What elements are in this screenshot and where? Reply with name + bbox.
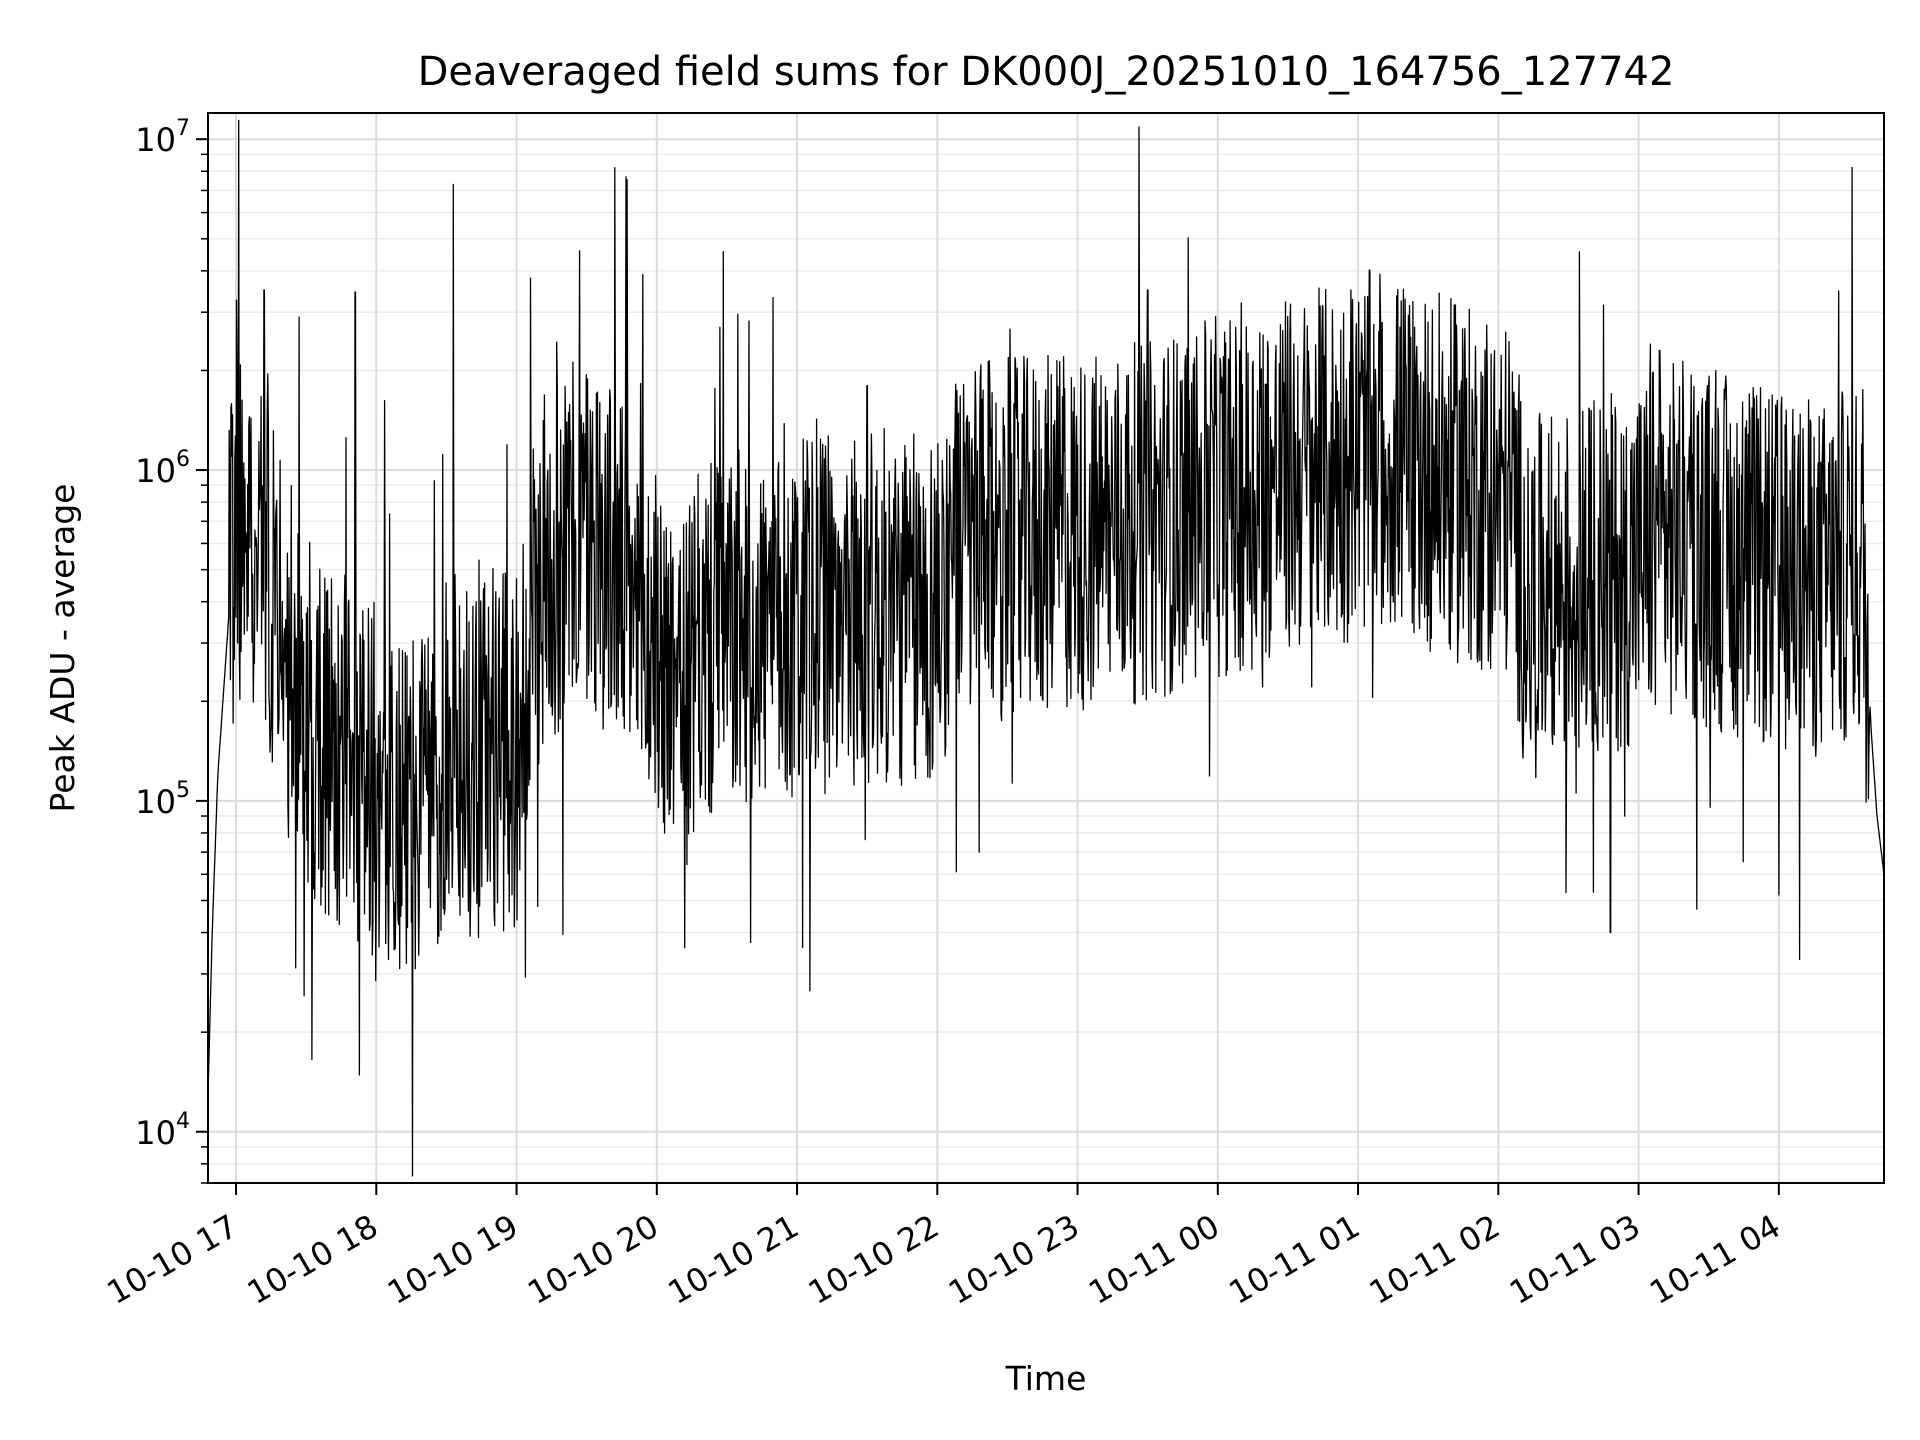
x-tick-label: 10-11 00 — [1082, 1207, 1226, 1312]
x-tick-label: 10-11 02 — [1363, 1207, 1507, 1312]
y-axis-label: Peak ADU - average — [43, 484, 82, 813]
x-tick-label: 10-10 18 — [241, 1207, 385, 1312]
x-tick-label: 10-10 20 — [521, 1207, 665, 1312]
x-tick-label: 10-11 01 — [1222, 1207, 1366, 1312]
series-line — [207, 119, 1885, 1177]
y-tick-label: 106 — [135, 447, 190, 490]
x-tick-label: 10-11 03 — [1503, 1207, 1647, 1312]
y-tick-label: 107 — [135, 116, 190, 159]
y-tick-label: 104 — [135, 1109, 190, 1152]
series-layer — [207, 119, 1885, 1177]
x-tick-label: 10-11 04 — [1643, 1207, 1787, 1312]
x-tick-label: 10-10 23 — [942, 1207, 1086, 1312]
plot-frame — [207, 112, 1885, 1184]
x-tick-label: 10-10 19 — [381, 1207, 525, 1312]
x-tick-label: 10-10 17 — [100, 1207, 244, 1312]
x-tick-label: 10-10 21 — [661, 1207, 805, 1312]
y-tick-label: 105 — [135, 778, 190, 821]
x-axis-label: Time — [1005, 1359, 1087, 1398]
chart-title: Deaveraged field sums for DK000J_2025101… — [418, 49, 1675, 95]
x-tick-label: 10-10 22 — [802, 1207, 946, 1312]
